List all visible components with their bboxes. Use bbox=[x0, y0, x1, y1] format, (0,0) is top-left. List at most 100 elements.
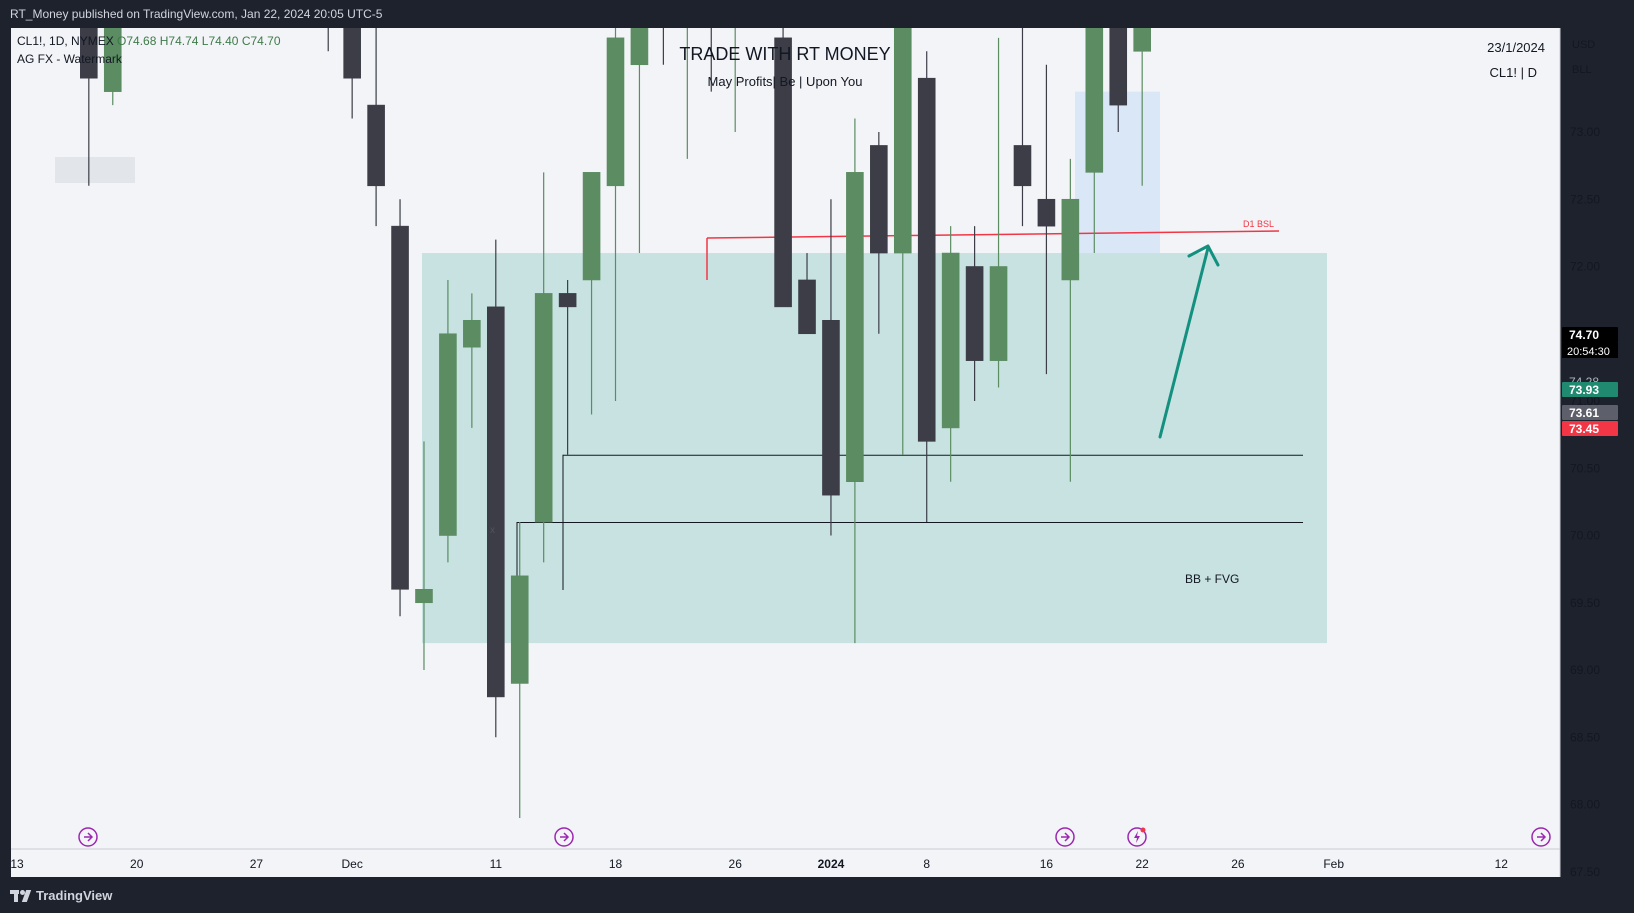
y-tick-label: 69.50 bbox=[1570, 596, 1600, 610]
watermark-subtitle: May Profits| Be | Upon You bbox=[708, 74, 863, 89]
candle-bear bbox=[870, 145, 888, 254]
x-tick-label: 20 bbox=[130, 857, 144, 871]
candle-bull bbox=[415, 588, 433, 604]
arrow-head-icon bbox=[1187, 244, 1220, 267]
price-label-green: 73.93 bbox=[1569, 383, 1599, 397]
publish-header: RT_Money published on TradingView.com, J… bbox=[0, 0, 1634, 28]
candle-bull bbox=[463, 319, 481, 348]
candle-bull bbox=[534, 293, 553, 523]
bsl-label: D1 BSL bbox=[1243, 219, 1274, 229]
x-tick-label: 11 bbox=[490, 857, 503, 871]
candle-bear bbox=[558, 293, 577, 308]
x-tick-label: 22 bbox=[1136, 857, 1150, 871]
candle-bull bbox=[510, 575, 529, 684]
dividend-event-icon-ring bbox=[1531, 827, 1551, 847]
ohlc-legend: CL1!, 1D, NYMEX O74.68 H74.74 L74.40 C74… bbox=[17, 34, 281, 48]
footer-bar: TradingView bbox=[0, 880, 1634, 913]
x-tick-label: 12 bbox=[1495, 857, 1509, 871]
y-tick-label: 71.00 bbox=[1570, 394, 1600, 408]
y-tick-label: 68.50 bbox=[1570, 730, 1600, 744]
x-tick-label: 13 bbox=[10, 857, 24, 871]
candle-bear bbox=[343, 28, 361, 79]
candle-bull bbox=[103, 28, 122, 92]
projection-arrow bbox=[1158, 246, 1210, 439]
countdown-bg bbox=[1562, 343, 1618, 358]
candle-bull bbox=[1085, 28, 1104, 173]
dividend-event-icon[interactable] bbox=[1055, 827, 1075, 847]
publish-info: RT_Money published on TradingView.com, J… bbox=[10, 7, 383, 21]
price-label-gray: 73.61 bbox=[1569, 406, 1599, 420]
candle-bull bbox=[630, 28, 649, 66]
price-label-last: 74.70 bbox=[1569, 328, 1599, 342]
candle-bear bbox=[703, 0, 720, 11]
y-tick-label: 70.50 bbox=[1570, 461, 1600, 475]
dividend-event-icon-ring bbox=[1055, 827, 1075, 847]
watermark-title: TRADE WITH RT MONEY bbox=[679, 44, 890, 64]
y-tick-label: 69.00 bbox=[1570, 663, 1600, 677]
y-tick-label: 70.00 bbox=[1570, 529, 1600, 543]
indicator-name: AG FX - Watermark bbox=[17, 52, 123, 66]
candle-bear bbox=[917, 77, 936, 442]
tradingview-logo[interactable]: TradingView bbox=[10, 888, 112, 903]
x-tick-label: 2024 bbox=[818, 857, 845, 871]
price-label-red-bg bbox=[1562, 421, 1618, 436]
price-label-gray-bg bbox=[1562, 405, 1618, 420]
earnings-event-icon-bolt bbox=[1134, 831, 1140, 843]
y-tick-label: 72.50 bbox=[1570, 192, 1600, 206]
dividend-event-icon-ring bbox=[554, 827, 574, 847]
candle-bull bbox=[941, 252, 960, 429]
bb-fvg-zone bbox=[422, 253, 1327, 644]
shaded-box bbox=[55, 157, 135, 183]
currency-button: USD bbox=[1572, 39, 1595, 51]
candle-bear bbox=[391, 225, 409, 590]
candle-bear bbox=[1109, 28, 1128, 106]
bsl-line bbox=[706, 230, 1280, 239]
legend-low: L74.40 bbox=[202, 34, 242, 48]
x-mark: x bbox=[490, 525, 495, 536]
legend-high: H74.74 bbox=[160, 34, 202, 48]
tradingview-brand: TradingView bbox=[36, 888, 113, 903]
legend-close: C74.70 bbox=[242, 34, 281, 48]
candle-bear bbox=[1013, 145, 1032, 187]
dividend-event-icon[interactable] bbox=[554, 827, 574, 847]
y-tick-label: 68.00 bbox=[1570, 798, 1600, 812]
y-tick-label: 72.00 bbox=[1570, 260, 1600, 274]
candle-bull bbox=[1061, 198, 1080, 281]
legend-open: O74.68 bbox=[117, 34, 160, 48]
x-tick-label: 16 bbox=[1040, 857, 1054, 871]
earnings-event-icon-dot bbox=[1140, 827, 1146, 833]
candle-bear bbox=[822, 319, 840, 496]
y-tick-label: 67.50 bbox=[1570, 865, 1600, 879]
candle-bull bbox=[989, 266, 1008, 361]
watermark-date: 23/1/2024 bbox=[1487, 40, 1545, 55]
legend-symbol: CL1!, 1D, NYMEX bbox=[17, 34, 117, 48]
x-tick-label: Dec bbox=[341, 857, 362, 871]
unit-button: BLL bbox=[1572, 64, 1592, 76]
candle-bull bbox=[1133, 28, 1151, 52]
zone-label: BB + FVG bbox=[1185, 572, 1239, 586]
candle-bear bbox=[798, 279, 816, 335]
candle-bear bbox=[1037, 198, 1056, 227]
watermark-symbol: CL1! | D bbox=[1490, 65, 1537, 80]
dividend-event-icon[interactable] bbox=[78, 827, 98, 847]
price-label-green-bg bbox=[1562, 382, 1618, 397]
dividend-event-icon-arrow bbox=[560, 832, 570, 842]
candle-bear bbox=[80, 28, 98, 79]
dividend-event-icon-arrow bbox=[84, 832, 94, 842]
x-tick-label: 26 bbox=[1231, 857, 1245, 871]
candle-bear bbox=[965, 266, 984, 361]
x-tick-label: 26 bbox=[729, 857, 743, 871]
candle-bear bbox=[774, 37, 792, 308]
dividend-event-icon-ring bbox=[78, 827, 98, 847]
earnings-event-icon[interactable] bbox=[1127, 827, 1147, 847]
plot-area: D1 BSL BB + FVG x bbox=[55, 0, 1327, 818]
candle-bull bbox=[846, 172, 864, 483]
candle-bull bbox=[893, 28, 912, 254]
x-tick-label: 8 bbox=[923, 857, 930, 871]
candle-bull bbox=[439, 333, 457, 536]
candle-bear bbox=[367, 104, 385, 187]
countdown-label: 20:54:30 bbox=[1567, 346, 1610, 358]
candle-bear bbox=[486, 306, 505, 698]
dividend-event-icon[interactable] bbox=[1531, 827, 1551, 847]
